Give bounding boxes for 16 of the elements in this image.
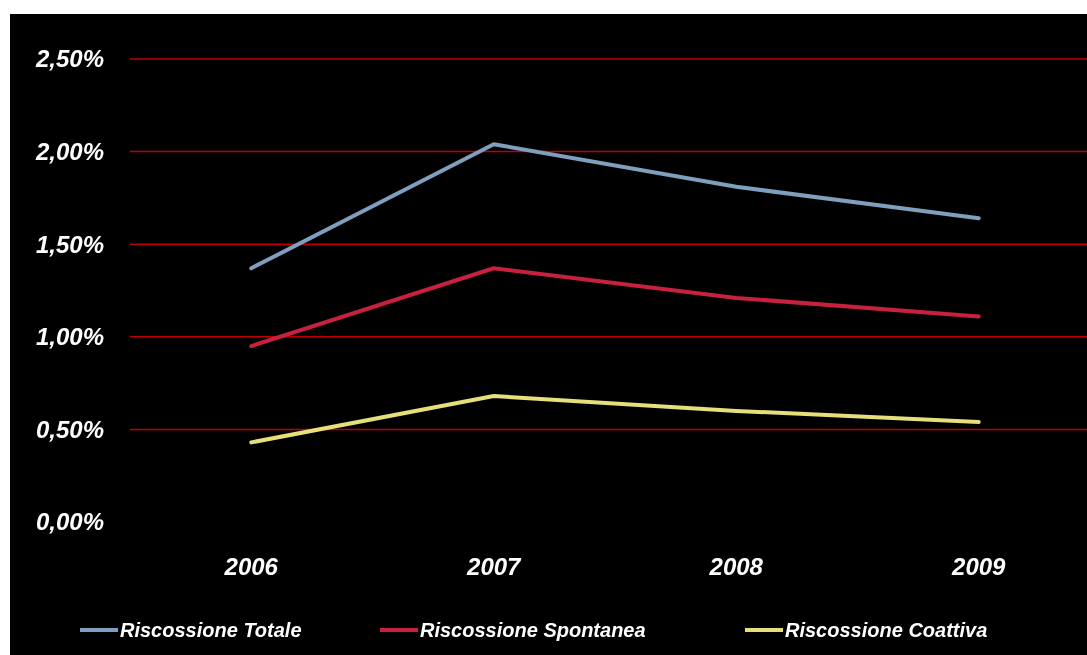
y-tick-label: 2,50% [34, 45, 104, 73]
legend-label: Riscossione Coattiva [785, 619, 988, 641]
x-tick-label: 2009 [951, 553, 1007, 580]
x-tick-label: 2008 [708, 553, 764, 580]
y-tick-label: 1,50% [35, 230, 104, 258]
x-tick-label: 2006 [223, 553, 279, 580]
y-tick-label: 1,00% [35, 323, 104, 351]
y-tick-label: 2,00% [34, 138, 104, 165]
x-tick-label: 2007 [466, 553, 523, 580]
legend-label: Riscossione Spontanea [420, 619, 646, 641]
line-series [249, 142, 981, 271]
line-series [249, 394, 981, 445]
legend-label: Riscossione Totale [120, 619, 302, 641]
y-tick-label: 0,50% [35, 415, 104, 443]
y-tick-label: 0,00% [35, 508, 104, 536]
line-series [249, 266, 981, 349]
